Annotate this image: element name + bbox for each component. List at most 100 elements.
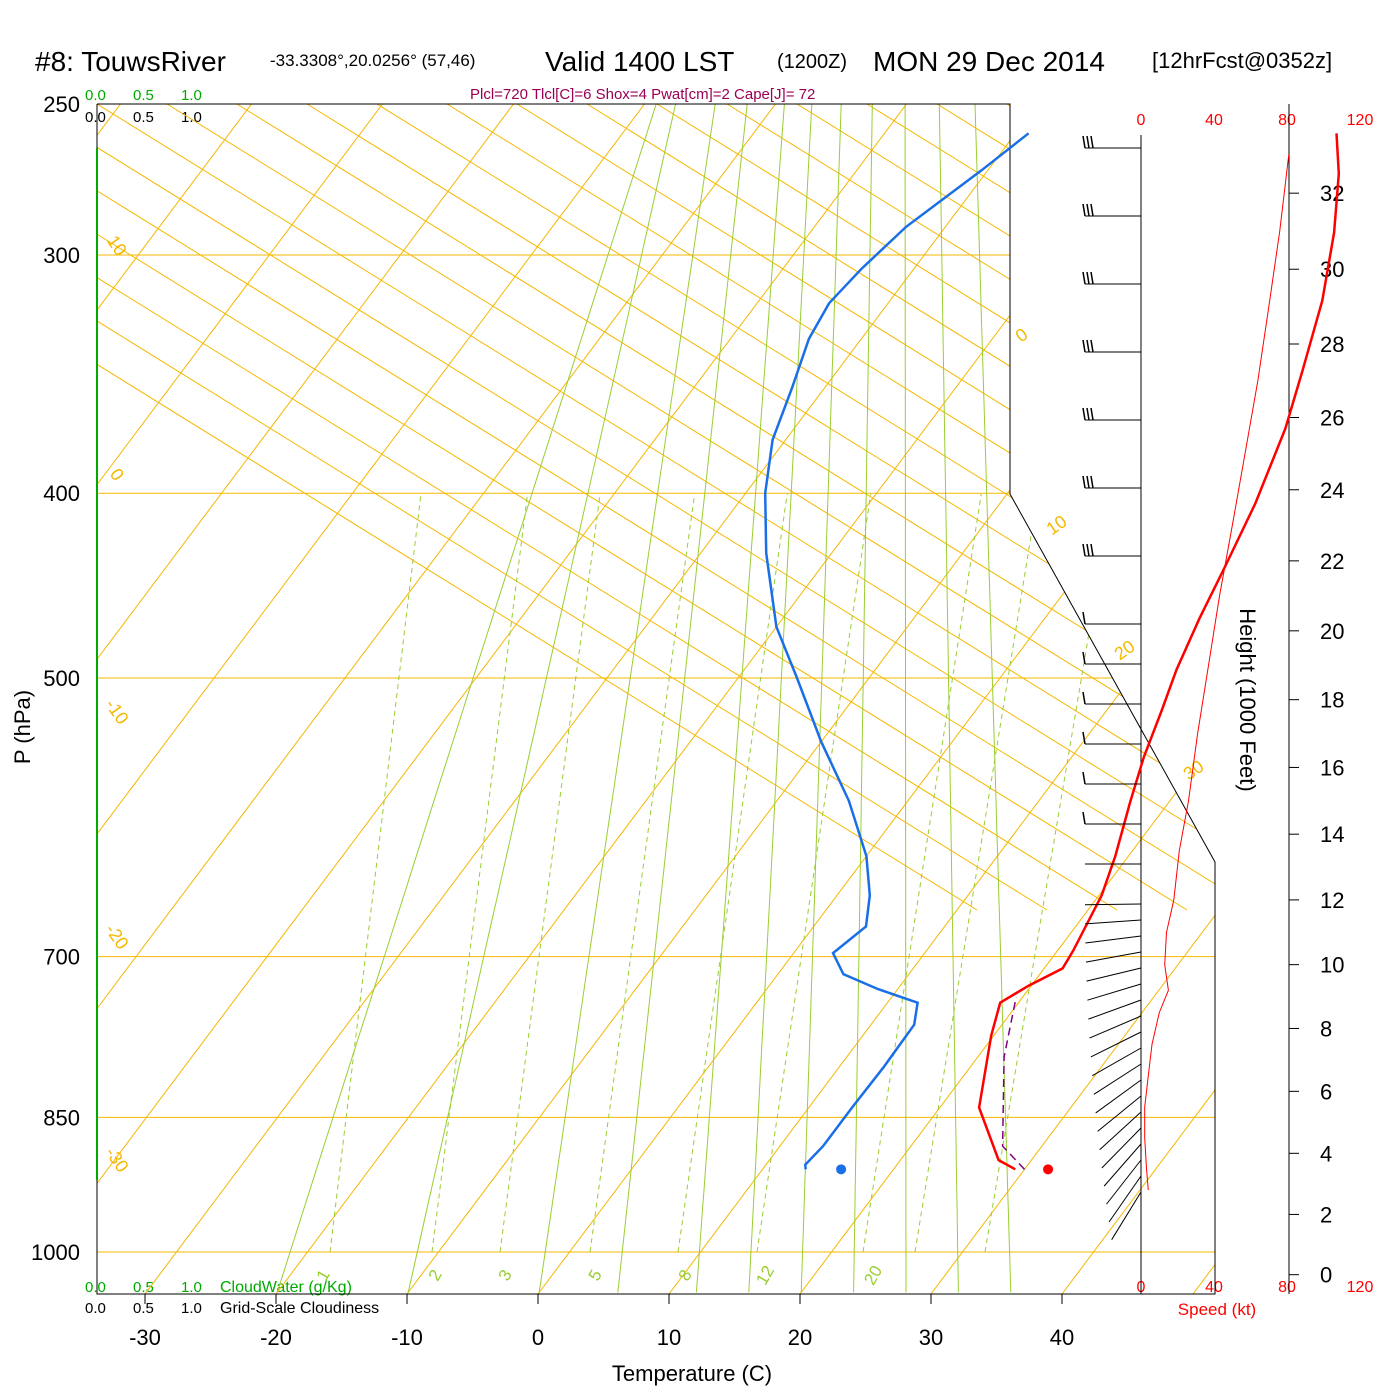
- wind-barb: [1106, 1159, 1142, 1205]
- temperature-tick-label: 30: [919, 1325, 943, 1350]
- wind-barb-feather: [1090, 543, 1094, 557]
- x-axis-title: Temperature (C): [612, 1361, 772, 1386]
- temperature-tick-label: 0: [532, 1325, 544, 1350]
- wind-barb-feather: [1082, 611, 1086, 625]
- wind-barb-feather: [1082, 731, 1086, 745]
- cloudiness-scale-tick: 0.0: [85, 1300, 106, 1317]
- speed-tick: 40: [1205, 112, 1223, 129]
- isotherm-label: 10: [1043, 511, 1071, 539]
- wind-barb: [1101, 1127, 1142, 1169]
- isotherm-line: [97, 104, 514, 1294]
- wind-barb: [1082, 543, 1141, 557]
- wind-barb-feather: [1082, 771, 1086, 785]
- temperature-tick-label: -30: [129, 1325, 161, 1350]
- height-tick-label: 18: [1320, 688, 1344, 713]
- moist-adiabat-line: [800, 104, 842, 1293]
- dry-adiabat-line: [97, 104, 1215, 911]
- cloudwater-scale-tick: 1.0: [181, 87, 202, 104]
- y-axis-title: P (hPa): [10, 690, 35, 764]
- height-tick-label: 28: [1320, 332, 1344, 357]
- cloudiness-scale-bottom: 0.0 0.5 1.0 Grid-Scale Cloudiness: [85, 1300, 379, 1317]
- moist-adiabat-line: [538, 104, 716, 1293]
- isotherm-line: [97, 104, 252, 1294]
- wind-barb-feather: [1082, 691, 1086, 705]
- wind-barb-feather: [1090, 271, 1094, 285]
- wind-barb-feather: [1082, 339, 1086, 353]
- wind-barb-staff: [1108, 1175, 1142, 1223]
- temperature-profile-line: [977, 133, 1341, 1171]
- wind-barb: [1108, 1175, 1142, 1223]
- wind-barb: [1082, 339, 1141, 353]
- wind-barb-feather: [1090, 203, 1094, 217]
- mixing-ratio-line: [589, 493, 696, 1253]
- wind-barb: [1086, 967, 1142, 982]
- height-tick-label: 2: [1320, 1202, 1332, 1227]
- wind-barb-staff: [1088, 999, 1142, 1020]
- isotherm-line: [799, 104, 1215, 1294]
- mixing-ratio-label: 20: [860, 1262, 886, 1288]
- height-tick-label: 10: [1320, 953, 1344, 978]
- wind-barb-feather: [1086, 271, 1090, 285]
- cloudwater-label: CloudWater (g/Kg): [220, 1279, 352, 1296]
- moist-adiabat-line: [748, 104, 813, 1293]
- wind-barb-staff: [1090, 1031, 1142, 1058]
- wind-barb-staff: [1103, 1143, 1142, 1187]
- surface-temperature-marker: [1043, 1164, 1054, 1175]
- wind-barb-feather: [1086, 339, 1090, 353]
- pressure-tick-label: 500: [43, 666, 80, 691]
- wind-barb-feather: [1082, 651, 1086, 665]
- wind-barb-feather: [1086, 407, 1090, 421]
- temperature-tick-label: 40: [1050, 1325, 1074, 1350]
- background-grid: [97, 104, 1215, 1294]
- moist-adiabat-line: [617, 104, 748, 1293]
- speed-tick: 40: [1205, 1279, 1223, 1296]
- wind-barb-feather: [1082, 811, 1086, 825]
- pressure-tick-label: 400: [43, 481, 80, 506]
- wind-barb-staff: [1084, 903, 1142, 906]
- wind-barb-feather: [1090, 475, 1094, 489]
- dry-adiabat-line: [656, 104, 1215, 911]
- isotherm-line: [144, 104, 1038, 1294]
- dry-adiabat-line: [97, 104, 1215, 911]
- temperature-tick-label: -10: [391, 1325, 423, 1350]
- height-tick-label: 22: [1320, 549, 1344, 574]
- moist-adiabat-line: [695, 104, 785, 1293]
- wind-barb: [1082, 203, 1141, 217]
- cloudiness-scale-tick: 0.5: [133, 1300, 154, 1317]
- stability-indices: Plcl=720 Tlcl[C]=6 Shox=4 Pwat[cm]=2 Cap…: [470, 86, 815, 103]
- cloudiness-scale-tick: 0.5: [133, 109, 154, 126]
- wind-barb: [1082, 651, 1141, 665]
- wind-barb: [1082, 691, 1141, 705]
- wind-barb-staff: [1089, 1015, 1142, 1039]
- isotherm-line: [1061, 104, 1215, 1294]
- wind-speed-line: [1144, 154, 1290, 1191]
- cloudiness-label: Grid-Scale Cloudiness: [220, 1300, 379, 1317]
- mixing-ratio-label: 3: [495, 1266, 516, 1284]
- isotherm-line: [275, 104, 1169, 1294]
- mixing-ratio-line: [329, 493, 422, 1253]
- wind-barb: [1099, 1111, 1142, 1151]
- wind-barb-feather: [1086, 475, 1090, 489]
- wind-barb-staff: [1101, 1127, 1142, 1169]
- wind-barb-feather: [1082, 203, 1086, 217]
- cloudwater-scale-tick: 0.5: [133, 87, 154, 104]
- wind-barb-feather: [1090, 407, 1094, 421]
- wind-barb: [1097, 1095, 1142, 1132]
- height-tick-label: 14: [1320, 822, 1344, 847]
- wind-barb-feather: [1086, 543, 1090, 557]
- wind-barb: [1082, 271, 1141, 285]
- wind-barb-staff: [1086, 967, 1142, 982]
- station-coords: -33.3308°,20.0256° (57,46): [270, 51, 475, 70]
- wind-barb-feather: [1082, 475, 1086, 489]
- wind-barb: [1093, 1063, 1142, 1095]
- cloudwater-scale-bottom: 0.0 0.5 1.0 CloudWater (g/Kg): [85, 1279, 352, 1296]
- isotherm-label: -20: [101, 920, 132, 953]
- height-axis-title: Height (1000 Feet): [1235, 608, 1260, 791]
- surface-dewpoint-marker: [836, 1164, 847, 1175]
- dry-adiabat-line: [97, 104, 978, 911]
- cloudwater-scale-tick: 0.0: [85, 1279, 106, 1296]
- mixing-ratio-line: [431, 493, 529, 1253]
- wind-barb-feather: [1086, 135, 1090, 149]
- wind-barb: [1092, 1047, 1142, 1077]
